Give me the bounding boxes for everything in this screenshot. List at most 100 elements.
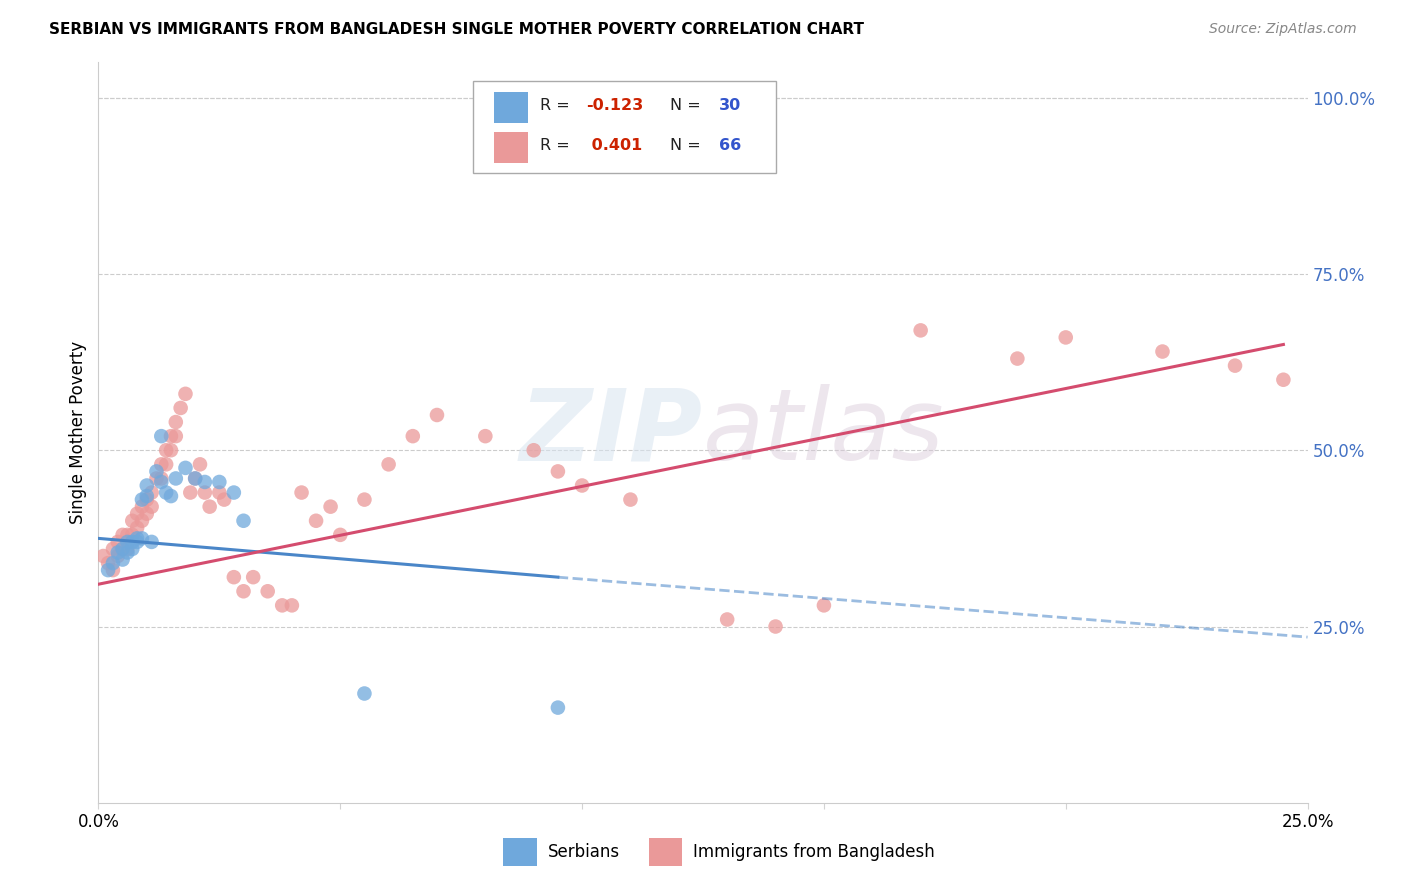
Point: [117, 528, 139, 542]
Point: [127, 532, 149, 546]
Point: [222, 485, 245, 500]
Point: [1007, 351, 1029, 366]
Point: [97, 563, 120, 577]
Bar: [648, 838, 682, 866]
Point: [281, 599, 304, 613]
Point: [111, 541, 134, 556]
Point: [1223, 359, 1246, 373]
Point: [150, 429, 173, 443]
Point: [155, 458, 177, 472]
Point: [547, 700, 569, 714]
Point: [141, 500, 163, 514]
Point: [160, 443, 183, 458]
Point: [194, 485, 217, 500]
Point: [121, 514, 143, 528]
Point: [117, 541, 139, 556]
Point: [232, 584, 254, 599]
Point: [377, 458, 399, 472]
Point: [111, 528, 134, 542]
Point: [402, 429, 425, 443]
Point: [121, 528, 143, 542]
Y-axis label: Single Mother Poverty: Single Mother Poverty: [69, 341, 87, 524]
Point: [91, 549, 114, 563]
Point: [131, 514, 153, 528]
Point: [426, 408, 449, 422]
Point: [135, 492, 157, 507]
Point: [107, 549, 129, 563]
FancyBboxPatch shape: [474, 81, 776, 173]
Point: [101, 541, 124, 556]
Text: 30: 30: [718, 97, 741, 112]
Text: R =: R =: [540, 138, 575, 153]
Point: [571, 478, 593, 492]
Text: -0.123: -0.123: [586, 97, 643, 112]
Point: [127, 507, 149, 521]
Point: [131, 492, 153, 507]
Text: Source: ZipAtlas.com: Source: ZipAtlas.com: [1209, 22, 1357, 37]
Point: [101, 556, 124, 570]
Point: [150, 471, 173, 485]
Point: [198, 500, 221, 514]
Point: [523, 443, 546, 458]
Text: N =: N =: [671, 138, 706, 153]
Point: [117, 535, 139, 549]
Point: [232, 514, 254, 528]
Point: [319, 500, 342, 514]
Point: [127, 535, 149, 549]
Text: ZIP: ZIP: [520, 384, 703, 481]
Point: [329, 528, 352, 542]
Point: [242, 570, 264, 584]
Point: [179, 485, 201, 500]
Point: [1152, 344, 1174, 359]
Point: [127, 521, 149, 535]
Point: [160, 489, 183, 503]
Point: [121, 535, 143, 549]
Point: [222, 570, 245, 584]
Point: [150, 458, 173, 472]
Point: [765, 619, 787, 633]
Point: [716, 612, 738, 626]
Point: [101, 563, 124, 577]
Point: [169, 401, 191, 415]
Point: [271, 599, 294, 613]
Text: R =: R =: [540, 97, 575, 112]
Point: [194, 475, 217, 489]
Point: [184, 471, 207, 485]
Point: [121, 541, 143, 556]
Point: [813, 599, 835, 613]
Point: [290, 485, 312, 500]
Point: [174, 461, 197, 475]
Point: [910, 323, 932, 337]
Point: [160, 429, 183, 443]
Point: [1054, 330, 1077, 344]
Point: [141, 485, 163, 500]
Point: [165, 429, 187, 443]
Text: SERBIAN VS IMMIGRANTS FROM BANGLADESH SINGLE MOTHER POVERTY CORRELATION CHART: SERBIAN VS IMMIGRANTS FROM BANGLADESH SI…: [49, 22, 865, 37]
Text: Immigrants from Bangladesh: Immigrants from Bangladesh: [693, 843, 935, 861]
Point: [165, 471, 187, 485]
Point: [135, 507, 157, 521]
Point: [353, 492, 375, 507]
Point: [165, 415, 187, 429]
Point: [353, 686, 375, 700]
Text: Serbians: Serbians: [548, 843, 620, 861]
Point: [131, 500, 153, 514]
Point: [1272, 373, 1295, 387]
Text: atlas: atlas: [703, 384, 945, 481]
Point: [208, 475, 231, 489]
Text: 66: 66: [718, 138, 741, 153]
Point: [107, 535, 129, 549]
Point: [547, 464, 569, 478]
Bar: [494, 132, 527, 163]
Point: [107, 545, 129, 559]
Point: [117, 545, 139, 559]
Point: [145, 464, 167, 478]
Point: [111, 552, 134, 566]
Point: [474, 429, 496, 443]
Point: [150, 475, 173, 489]
Point: [256, 584, 278, 599]
Point: [212, 492, 235, 507]
Point: [135, 478, 157, 492]
Point: [135, 489, 157, 503]
Point: [145, 471, 167, 485]
